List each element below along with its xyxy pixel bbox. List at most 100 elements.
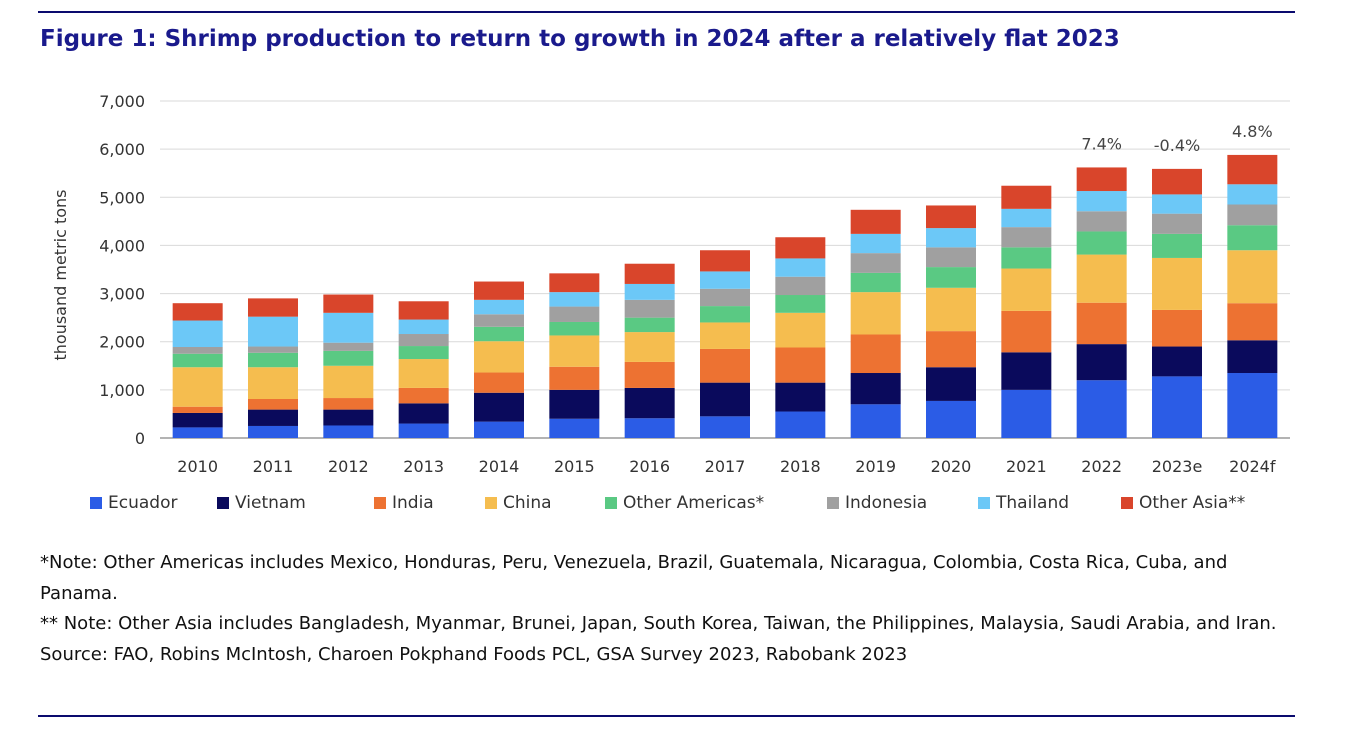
bar-stack-2014: [474, 281, 524, 438]
x-tick-label: 2010: [177, 457, 218, 476]
bar-segment: [549, 306, 600, 322]
bar-segment: [775, 276, 826, 296]
x-tick-label: 2017: [705, 457, 746, 476]
bar-stack-2016: [624, 263, 675, 438]
bar-segment: [323, 350, 374, 366]
bar-segment: [323, 342, 374, 351]
bar-segment: [398, 387, 449, 404]
bar-segment: [1001, 247, 1052, 269]
bar-segment: [474, 421, 524, 438]
legend-swatch: [90, 497, 102, 509]
bar-segment: [1152, 309, 1202, 347]
bar-segment: [1076, 302, 1127, 345]
bar-segment: [1152, 194, 1202, 214]
x-tick-label: 2016: [629, 457, 670, 476]
y-tick-label: 0: [135, 429, 145, 448]
bar-segment: [1001, 227, 1052, 248]
bar-segment: [398, 359, 449, 388]
bar-segment: [1152, 257, 1202, 310]
bar-segment: [1227, 225, 1278, 251]
bar-segment: [1152, 376, 1202, 438]
bar-segment: [850, 292, 901, 335]
y-tick-label: 3,000: [99, 285, 145, 304]
bar-segment: [323, 294, 374, 313]
bar-segment: [323, 409, 374, 426]
bar-segment: [1152, 168, 1202, 195]
legend-swatch: [374, 497, 386, 509]
legend-item: Ecuador: [90, 493, 177, 513]
bar-segment: [624, 361, 675, 388]
legend-label: Indonesia: [845, 493, 928, 513]
bar-stack-2018: [775, 237, 826, 438]
y-tick-label: 4,000: [99, 236, 145, 255]
bar-segment: [474, 299, 524, 315]
legend-item: India: [374, 493, 434, 513]
x-tick-label: 2018: [780, 457, 821, 476]
legend-label: Ecuador: [108, 493, 178, 513]
y-tick-label: 2,000: [99, 333, 145, 352]
bar-segment: [172, 406, 223, 413]
bar-segment: [700, 250, 750, 272]
bar-segment: [398, 319, 449, 335]
legend-label: Other Asia**: [1139, 493, 1246, 513]
bar-segment: [926, 267, 976, 288]
bar-segment: [1001, 185, 1052, 209]
bar-segment: [474, 392, 524, 422]
bar-segment: [172, 367, 223, 407]
bar-segment: [624, 418, 675, 438]
bar-segment: [926, 228, 976, 248]
bar-segment: [850, 404, 901, 438]
bar-segment: [172, 347, 223, 354]
legend-swatch: [605, 497, 617, 509]
bar-stack-2011: [248, 298, 298, 438]
note-other-asia: ** Note: Other Asia includes Bangladesh,…: [40, 613, 1277, 634]
x-tick-label: 2011: [253, 457, 294, 476]
bar-segment: [248, 298, 298, 317]
bar-segment: [1001, 310, 1052, 353]
growth-label: -0.4%: [1154, 136, 1200, 155]
bar-segment: [775, 295, 826, 313]
legend-item: Other Asia**: [1121, 493, 1245, 513]
bar-stack-2021: [1001, 185, 1052, 438]
bar-segment: [248, 409, 298, 426]
bar-segment: [474, 326, 524, 342]
x-tick-label: 2023e: [1152, 457, 1203, 476]
x-tick-label: 2021: [1006, 457, 1047, 476]
bar-segment: [172, 320, 223, 348]
legend-swatch: [978, 497, 990, 509]
bars: [172, 154, 1278, 438]
bar-segment: [775, 347, 826, 383]
bar-segment: [1001, 208, 1052, 228]
bar-segment: [926, 400, 976, 438]
bar-segment: [474, 314, 524, 327]
bar-segment: [850, 253, 901, 273]
bar-segment: [1076, 254, 1127, 303]
bar-segment: [624, 317, 675, 333]
bar-segment: [549, 418, 600, 438]
bar-segment: [398, 301, 449, 320]
bar-segment: [248, 352, 298, 368]
bar-segment: [624, 299, 675, 318]
bar-segment: [700, 382, 750, 417]
bar-stack-2012: [323, 294, 374, 438]
note-other-americas: *Note: Other Americas includes Mexico, H…: [40, 552, 1228, 604]
y-tick-label: 1,000: [99, 381, 145, 400]
bar-segment: [775, 411, 826, 438]
bar-segment: [323, 425, 374, 438]
legend-item: Vietnam: [217, 493, 306, 513]
bar-segment: [926, 367, 976, 401]
legend-label: Thailand: [996, 493, 1070, 513]
y-axis-ticks: 0 1,000 2,000 3,000 4,000 5,000 6,000 7,000: [99, 92, 145, 448]
bar-segment: [474, 341, 524, 373]
bar-segment: [1227, 373, 1278, 438]
bar-segment: [1076, 167, 1127, 192]
bar-segment: [624, 387, 675, 419]
legend: Ecuador Vietnam India China Other Americas* I…: [90, 493, 1290, 517]
legend-swatch: [827, 497, 839, 509]
bar-segment: [850, 233, 901, 254]
y-axis-label: thousand metric tons: [51, 189, 70, 360]
notes: *Note: Other Americas includes Mexico, H…: [40, 548, 1280, 670]
bar-segment: [700, 271, 750, 289]
bar-segment: [1227, 204, 1278, 226]
bar-segment: [775, 237, 826, 259]
